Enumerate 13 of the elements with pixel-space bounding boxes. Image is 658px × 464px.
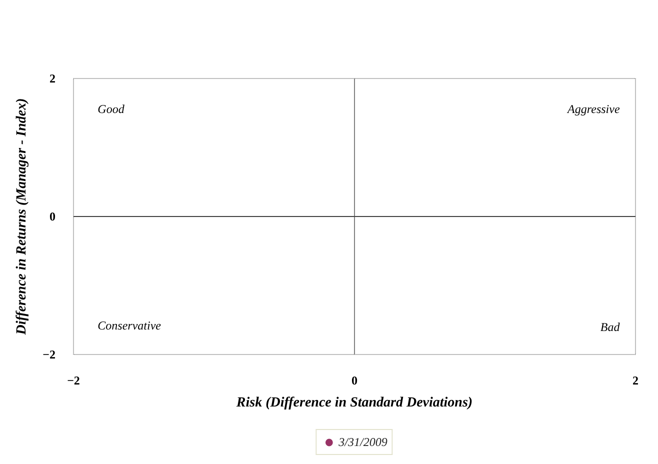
y-tick-label: 2 — [50, 72, 56, 86]
annotation: Conservative — [98, 318, 162, 333]
x-axis-title: Risk (Difference in Standard Deviations) — [235, 396, 473, 410]
annotation: Aggressive — [566, 102, 620, 116]
annotation: Bad — [600, 320, 621, 334]
y-axis-title: Difference in Returns (Manager - Index) — [14, 98, 30, 336]
y-tick-label: 0 — [50, 210, 56, 224]
x-tick-label: 0 — [352, 374, 358, 388]
y-tick-label: −2 — [42, 348, 56, 362]
x-tick-label: 2 — [632, 374, 638, 388]
legend-label: 3/31/2009 — [338, 434, 388, 450]
annotation: Good — [98, 102, 126, 116]
x-tick-label: −2 — [67, 374, 80, 388]
